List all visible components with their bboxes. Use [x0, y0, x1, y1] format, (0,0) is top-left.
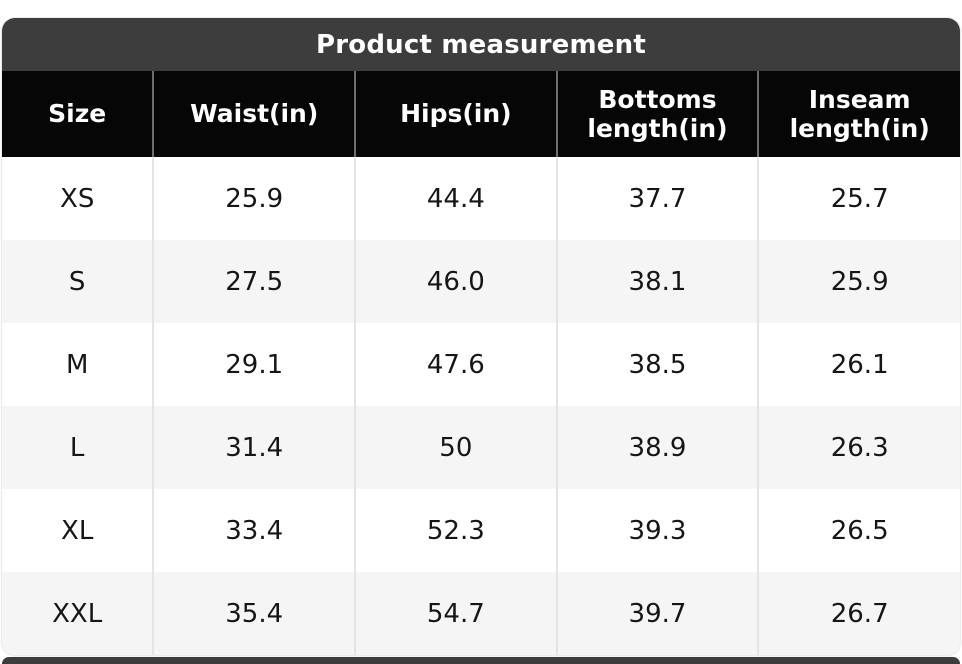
table-row-xl: XL 33.4 52.3 39.3 26.5	[2, 489, 960, 572]
size-cell: XS	[2, 157, 154, 240]
column-header-hips: Hips(in)	[354, 71, 557, 157]
bottoms-length-cell: 39.3	[555, 489, 759, 572]
column-header-waist: Waist(in)	[152, 71, 356, 157]
hips-cell: 54.7	[354, 572, 557, 655]
inseam-length-cell: 26.7	[757, 572, 960, 655]
bottoms-length-cell: 38.5	[555, 323, 759, 406]
bottoms-length-cell: 38.9	[555, 406, 759, 489]
bottoms-length-cell: 39.7	[555, 572, 759, 655]
inseam-length-cell: 25.9	[757, 240, 960, 323]
inseam-length-cell: 26.5	[757, 489, 960, 572]
table-header: Size Waist(in) Hips(in) Bottoms length(i…	[2, 71, 960, 157]
next-section-title-bar-edge	[2, 657, 960, 664]
measurement-table: Size Waist(in) Hips(in) Bottoms length(i…	[2, 71, 960, 655]
hips-cell: 50	[354, 406, 557, 489]
waist-cell: 27.5	[152, 240, 356, 323]
hips-cell: 44.4	[354, 157, 557, 240]
header-row: Size Waist(in) Hips(in) Bottoms length(i…	[2, 71, 960, 157]
column-header-bottoms-length: Bottoms length(in)	[555, 71, 759, 157]
waist-cell: 33.4	[152, 489, 356, 572]
table-title: Product measurement	[2, 18, 960, 71]
inseam-length-cell: 25.7	[757, 157, 960, 240]
size-cell: M	[2, 323, 154, 406]
measurement-table-card: Product measurement Size Waist(in) Hips(…	[2, 18, 960, 655]
table-row-s: S 27.5 46.0 38.1 25.9	[2, 240, 960, 323]
table-row-m: M 29.1 47.6 38.5 26.1	[2, 323, 960, 406]
hips-cell: 52.3	[354, 489, 557, 572]
waist-cell: 29.1	[152, 323, 356, 406]
waist-cell: 35.4	[152, 572, 356, 655]
table-body: XS 25.9 44.4 37.7 25.7 S 27.5 46.0 38.1 …	[2, 157, 960, 655]
size-cell: XL	[2, 489, 154, 572]
table-row-l: L 31.4 50 38.9 26.3	[2, 406, 960, 489]
inseam-length-cell: 26.1	[757, 323, 960, 406]
table-row-xxl: XXL 35.4 54.7 39.7 26.7	[2, 572, 960, 655]
hips-cell: 47.6	[354, 323, 557, 406]
table-row-xs: XS 25.9 44.4 37.7 25.7	[2, 157, 960, 240]
size-cell: L	[2, 406, 154, 489]
size-cell: S	[2, 240, 154, 323]
bottoms-length-cell: 38.1	[555, 240, 759, 323]
inseam-length-cell: 26.3	[757, 406, 960, 489]
size-cell: XXL	[2, 572, 154, 655]
column-header-inseam-length: Inseam length(in)	[757, 71, 960, 157]
waist-cell: 25.9	[152, 157, 356, 240]
column-header-size: Size	[2, 71, 154, 157]
bottoms-length-cell: 37.7	[555, 157, 759, 240]
waist-cell: 31.4	[152, 406, 356, 489]
hips-cell: 46.0	[354, 240, 557, 323]
